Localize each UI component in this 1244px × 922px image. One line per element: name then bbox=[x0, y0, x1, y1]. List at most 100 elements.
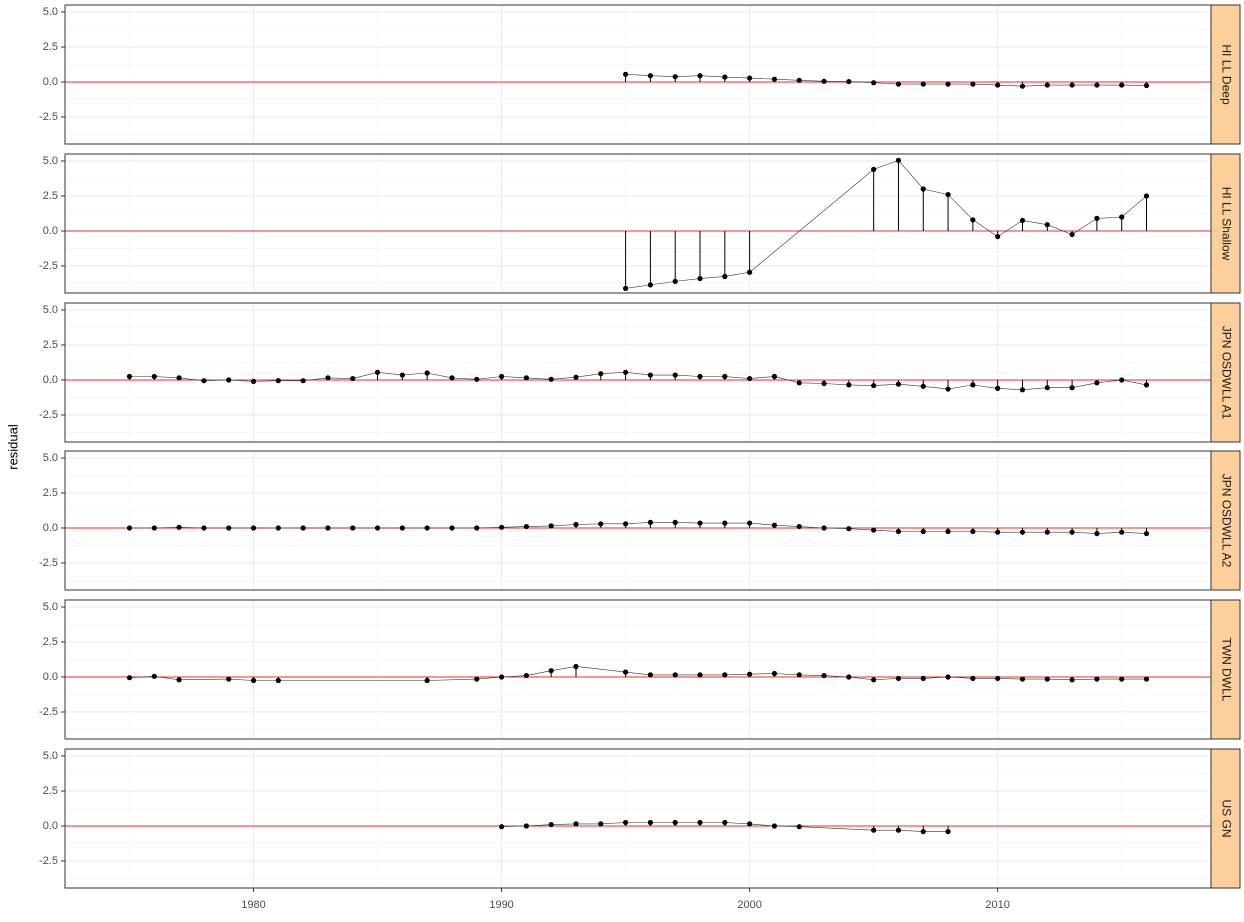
point bbox=[374, 525, 381, 531]
point bbox=[350, 375, 356, 382]
point bbox=[350, 525, 356, 531]
point bbox=[1019, 676, 1026, 682]
point bbox=[1143, 676, 1150, 682]
point bbox=[945, 528, 951, 535]
point bbox=[995, 675, 1001, 681]
point bbox=[424, 370, 430, 376]
point bbox=[1044, 676, 1050, 682]
y-tick-label: 2.5 bbox=[43, 487, 58, 499]
facet-panel: -2.5 0.0 2.5 5.0 HI LL Deep bbox=[39, 4, 1241, 145]
point bbox=[300, 378, 306, 384]
point bbox=[151, 373, 157, 380]
y-tick-label: 0.0 bbox=[43, 522, 58, 534]
point bbox=[945, 191, 951, 198]
series-line bbox=[129, 522, 1147, 534]
point bbox=[895, 157, 902, 163]
point bbox=[226, 676, 232, 682]
facet-strip bbox=[1210, 450, 1241, 591]
y-tick-label: 0.0 bbox=[43, 820, 58, 832]
point bbox=[995, 233, 1001, 240]
point bbox=[945, 828, 951, 835]
point bbox=[1119, 676, 1125, 682]
point bbox=[771, 373, 778, 380]
point bbox=[1119, 214, 1125, 220]
point bbox=[573, 663, 579, 670]
point bbox=[598, 821, 604, 827]
point bbox=[250, 677, 257, 684]
point bbox=[250, 378, 257, 384]
panel-background bbox=[65, 303, 1211, 442]
y-tick-label: 5.0 bbox=[43, 304, 58, 316]
point bbox=[846, 674, 852, 680]
point bbox=[647, 282, 654, 288]
point bbox=[821, 525, 827, 531]
point bbox=[1119, 529, 1125, 535]
point bbox=[151, 525, 157, 531]
point bbox=[548, 821, 554, 828]
y-tick-label: 2.5 bbox=[43, 339, 58, 351]
panel-content bbox=[65, 303, 1211, 442]
point bbox=[920, 81, 926, 87]
point bbox=[1019, 387, 1026, 393]
point bbox=[1044, 529, 1050, 535]
point bbox=[548, 523, 554, 529]
point bbox=[846, 526, 852, 532]
point bbox=[474, 525, 480, 531]
point bbox=[1069, 677, 1075, 683]
point bbox=[945, 81, 951, 87]
point bbox=[771, 823, 778, 829]
facet-panel: -2.5 0.0 2.5 5.0 HI LL Shallow bbox=[39, 153, 1241, 294]
point bbox=[895, 675, 902, 681]
point bbox=[622, 369, 629, 375]
point bbox=[871, 80, 877, 86]
y-tick-label: 5.0 bbox=[43, 6, 58, 18]
point bbox=[821, 672, 827, 679]
series-line bbox=[129, 371, 1147, 391]
point bbox=[126, 373, 133, 380]
point bbox=[498, 373, 505, 380]
x-tick-label: 2000 bbox=[737, 899, 761, 911]
panel-background bbox=[65, 154, 1211, 293]
point bbox=[672, 278, 678, 284]
point bbox=[672, 819, 678, 826]
point bbox=[747, 269, 753, 275]
y-tick-label: 5.0 bbox=[43, 601, 58, 613]
point bbox=[697, 373, 703, 380]
y-tick-label: 2.5 bbox=[43, 41, 58, 53]
point bbox=[970, 217, 976, 223]
point bbox=[871, 382, 877, 389]
point bbox=[771, 76, 778, 82]
point bbox=[895, 381, 902, 387]
point bbox=[995, 529, 1001, 535]
series-line bbox=[129, 666, 1147, 681]
point bbox=[573, 521, 579, 528]
point bbox=[722, 819, 728, 826]
point bbox=[573, 821, 579, 827]
panel-content bbox=[65, 154, 1211, 293]
series-line bbox=[625, 159, 1147, 289]
point bbox=[796, 672, 802, 678]
facet-strip bbox=[1210, 4, 1241, 145]
point bbox=[1143, 82, 1150, 89]
point bbox=[672, 519, 678, 525]
point bbox=[1069, 231, 1075, 238]
y-tick-label: -2.5 bbox=[39, 409, 58, 421]
point bbox=[201, 525, 207, 531]
facet-panel: -2.5 0.0 2.5 5.0 TWN DWLL bbox=[39, 599, 1241, 740]
point bbox=[945, 674, 951, 680]
point bbox=[970, 382, 976, 388]
point bbox=[672, 672, 678, 678]
point bbox=[796, 380, 802, 386]
point bbox=[1119, 377, 1125, 383]
point bbox=[424, 677, 430, 684]
point bbox=[920, 828, 926, 835]
point bbox=[226, 525, 232, 531]
point bbox=[1019, 83, 1026, 89]
point bbox=[1143, 193, 1150, 199]
point bbox=[1094, 82, 1100, 88]
y-tick-label: -2.5 bbox=[39, 111, 58, 123]
point bbox=[449, 375, 455, 381]
x-tick-label: 1990 bbox=[489, 899, 513, 911]
point bbox=[747, 671, 753, 677]
point bbox=[598, 521, 604, 527]
